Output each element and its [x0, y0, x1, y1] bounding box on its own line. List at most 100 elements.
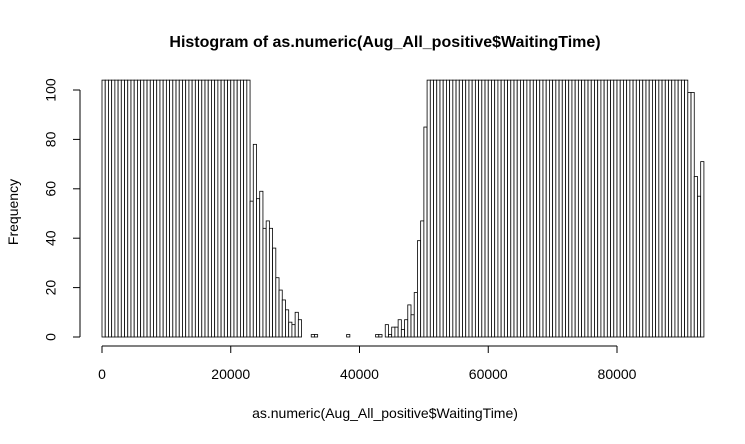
histogram-bar: [584, 79, 589, 338]
histogram-bar: [185, 79, 190, 338]
histogram-bar: [436, 79, 441, 338]
histogram-bar: [188, 79, 193, 338]
histogram-bar: [201, 79, 206, 338]
histogram-bar: [169, 79, 174, 338]
histogram-bar: [484, 79, 489, 338]
histogram-bar: [552, 79, 557, 338]
histogram-bar: [407, 304, 412, 338]
x-tick-label: 20000: [211, 366, 250, 382]
y-tick-label: 60: [43, 181, 59, 197]
histogram-bar: [523, 79, 528, 338]
histogram-bar: [104, 79, 109, 338]
histogram-bar: [207, 79, 212, 338]
histogram-bar: [468, 79, 473, 338]
histogram-bar: [108, 79, 113, 338]
histogram-bar: [577, 79, 583, 338]
histogram-bar: [603, 79, 608, 338]
histogram-bar: [600, 79, 605, 338]
histogram-bar: [268, 227, 274, 338]
histogram-bar: [442, 79, 447, 338]
histogram-bar: [220, 79, 225, 338]
histogram-bar: [130, 79, 135, 338]
histogram-bar: [590, 79, 595, 338]
histogram-bar: [291, 324, 296, 338]
histogram-bar: [555, 79, 560, 338]
histogram-bars: [101, 79, 705, 338]
x-tick-label: 80000: [598, 366, 637, 382]
histogram-bar: [658, 79, 663, 338]
histogram-bar: [687, 92, 692, 338]
histogram-bar: [236, 79, 241, 338]
histogram-bar: [233, 79, 238, 338]
histogram-bar: [700, 161, 705, 338]
histogram-bar: [439, 79, 444, 338]
histogram-bar: [606, 79, 611, 338]
histogram-bar: [388, 334, 393, 338]
histogram-bar: [446, 79, 451, 338]
histogram-bar: [182, 79, 187, 338]
histogram-bar: [513, 79, 518, 338]
histogram-bar: [420, 220, 425, 338]
histogram-bar: [503, 79, 508, 338]
histogram-bar: [645, 79, 650, 338]
y-tick-label: 40: [43, 230, 59, 246]
histogram-bar: [568, 79, 573, 338]
histogram-bar: [510, 79, 515, 338]
histogram-bar: [137, 79, 142, 338]
histogram-bar: [639, 79, 644, 338]
histogram-bar: [458, 79, 463, 338]
x-tick-label: 40000: [340, 366, 379, 382]
histogram-bar: [143, 79, 148, 338]
histogram-bar: [455, 79, 460, 338]
histogram-bar: [217, 79, 222, 338]
histogram-bar: [549, 79, 554, 338]
histogram-bar: [587, 79, 592, 338]
x-tick-label: 0: [98, 366, 106, 382]
histogram-bar: [623, 79, 628, 338]
histogram-bar: [288, 321, 293, 338]
histogram-bar: [597, 79, 602, 338]
histogram-bar: [632, 79, 637, 338]
histogram-bar: [471, 79, 476, 338]
histogram-bar: [127, 79, 132, 338]
histogram-bar: [677, 79, 682, 338]
histogram-bar: [346, 334, 351, 338]
y-axis-label: Frequency: [5, 179, 21, 245]
histogram-bar: [227, 79, 232, 338]
y-tick-label: 20: [43, 280, 59, 296]
histogram-bar: [172, 79, 177, 338]
histogram-bar: [375, 334, 380, 338]
histogram-bar: [616, 79, 621, 338]
histogram-bar: [259, 190, 264, 338]
histogram-bar: [400, 329, 405, 338]
histogram-bar: [619, 79, 624, 338]
histogram-bar: [558, 79, 563, 338]
histogram-bar: [394, 326, 399, 338]
histogram-bar: [423, 126, 428, 338]
histogram-bar: [642, 79, 647, 338]
histogram-bar: [314, 334, 319, 338]
histogram-bar: [581, 79, 586, 338]
histogram-bar: [297, 319, 302, 338]
histogram-bar: [610, 79, 615, 338]
histogram-bar: [516, 79, 521, 338]
histogram-bar: [539, 79, 544, 338]
histogram-bar: [674, 79, 679, 338]
histogram-bar: [690, 92, 695, 338]
x-tick-label: 60000: [469, 366, 508, 382]
histogram-bar: [159, 79, 164, 338]
histogram-bar: [500, 79, 505, 338]
histogram-bar: [465, 79, 470, 338]
histogram-bar: [310, 334, 315, 338]
histogram-bar: [223, 79, 228, 338]
chart-title: Histogram of as.numeric(Aug_All_positive…: [169, 34, 600, 51]
histogram-bar: [175, 79, 180, 338]
histogram-bar: [243, 79, 248, 338]
histogram-bar: [156, 79, 161, 338]
histogram-bar: [378, 334, 383, 338]
histogram-bar: [101, 79, 106, 338]
histogram-bar: [410, 314, 415, 338]
histogram-bar: [281, 299, 286, 338]
histogram-bar: [294, 311, 299, 338]
histogram-bar: [648, 79, 653, 338]
